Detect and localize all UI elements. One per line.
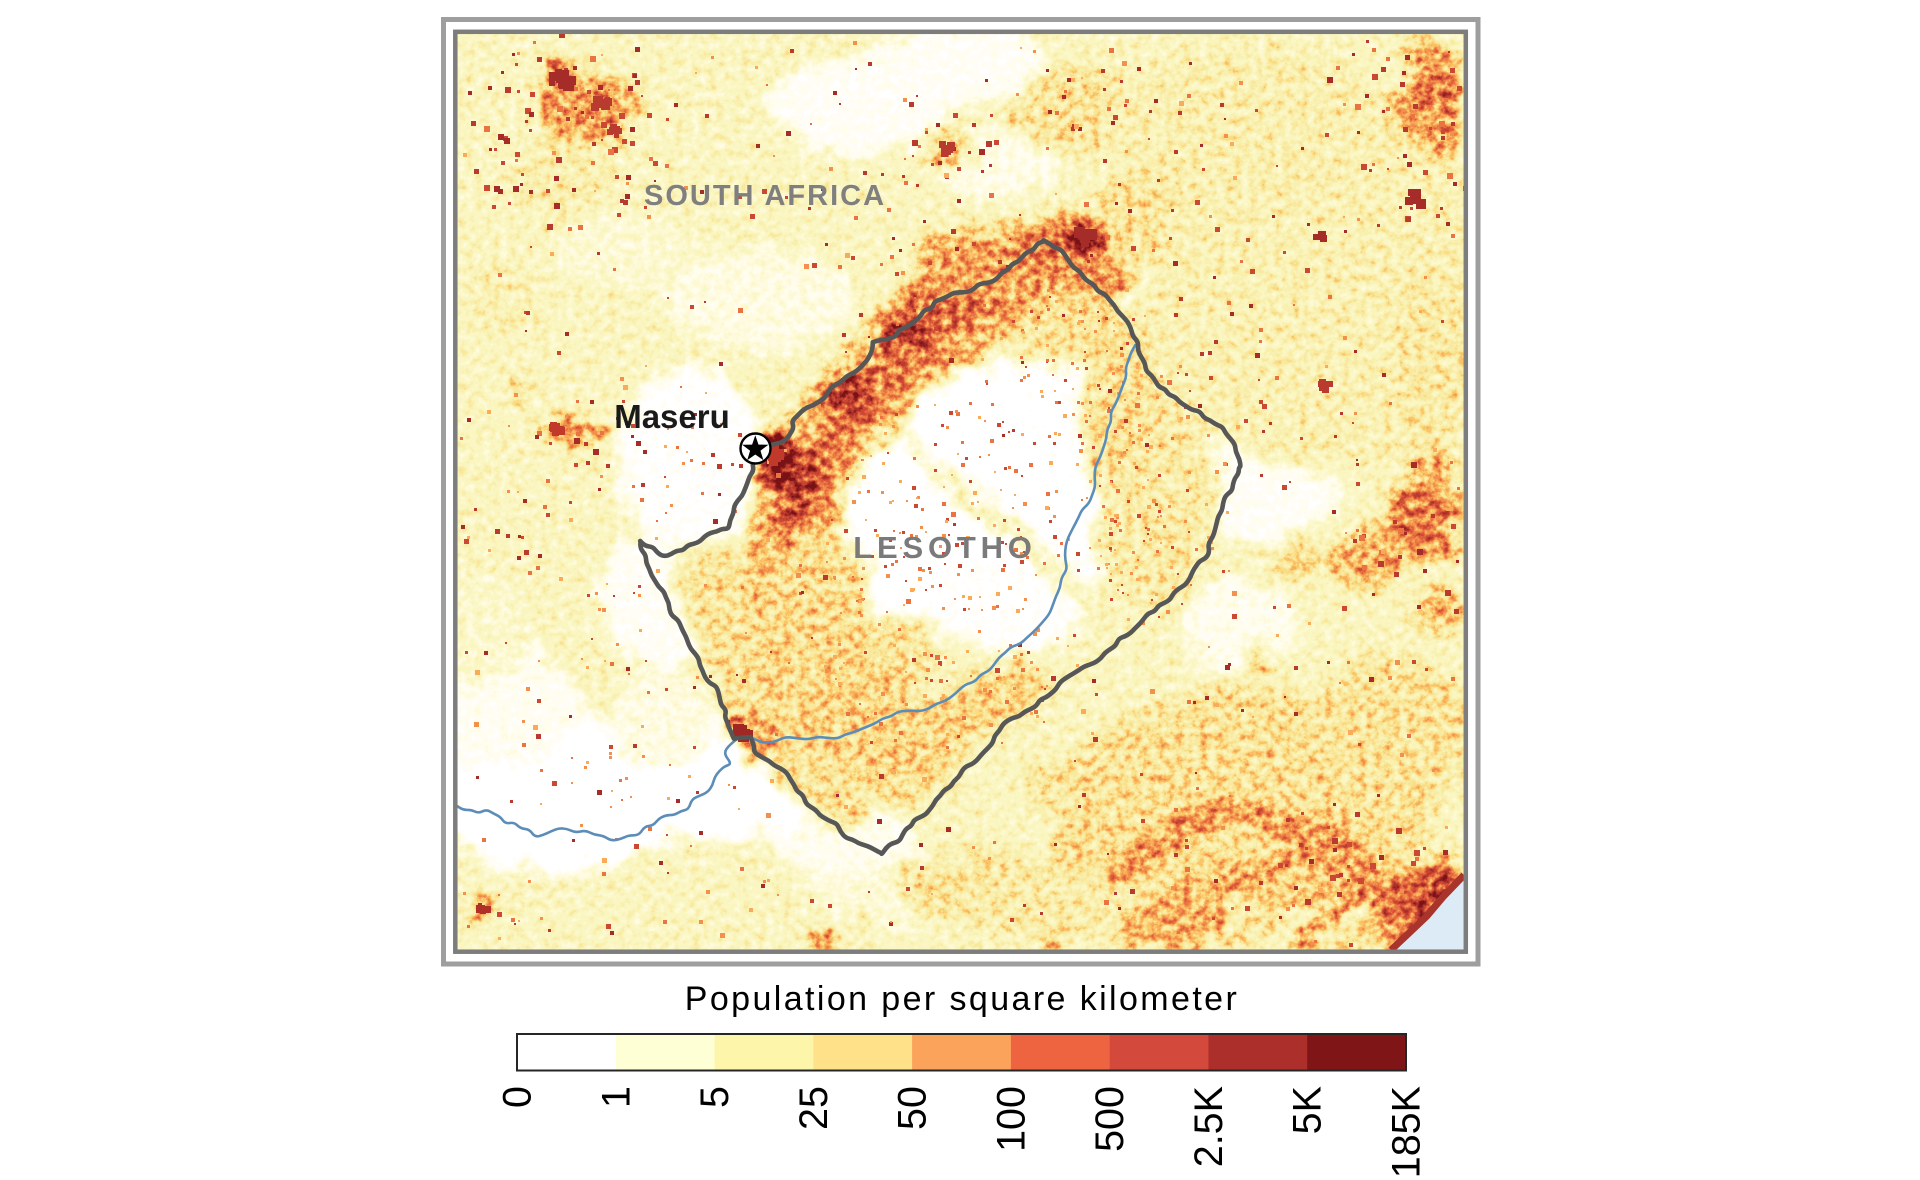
svg-text:5K: 5K — [1286, 1086, 1330, 1134]
svg-text:LESOTHO: LESOTHO — [853, 530, 1036, 565]
svg-text:Population per square kilomete: Population per square kilometer — [685, 980, 1239, 1018]
svg-text:50: 50 — [891, 1086, 935, 1130]
svg-text:500: 500 — [1088, 1086, 1132, 1152]
svg-text:1: 1 — [594, 1086, 638, 1108]
svg-text:SOUTH AFRICA: SOUTH AFRICA — [644, 180, 886, 212]
svg-text:185K: 185K — [1385, 1086, 1429, 1178]
svg-text:5: 5 — [693, 1086, 737, 1108]
svg-text:25: 25 — [792, 1086, 836, 1130]
svg-text:Maseru: Maseru — [614, 398, 730, 435]
svg-text:2.5K: 2.5K — [1187, 1086, 1231, 1167]
svg-text:0: 0 — [496, 1086, 540, 1108]
svg-text:100: 100 — [989, 1086, 1033, 1152]
